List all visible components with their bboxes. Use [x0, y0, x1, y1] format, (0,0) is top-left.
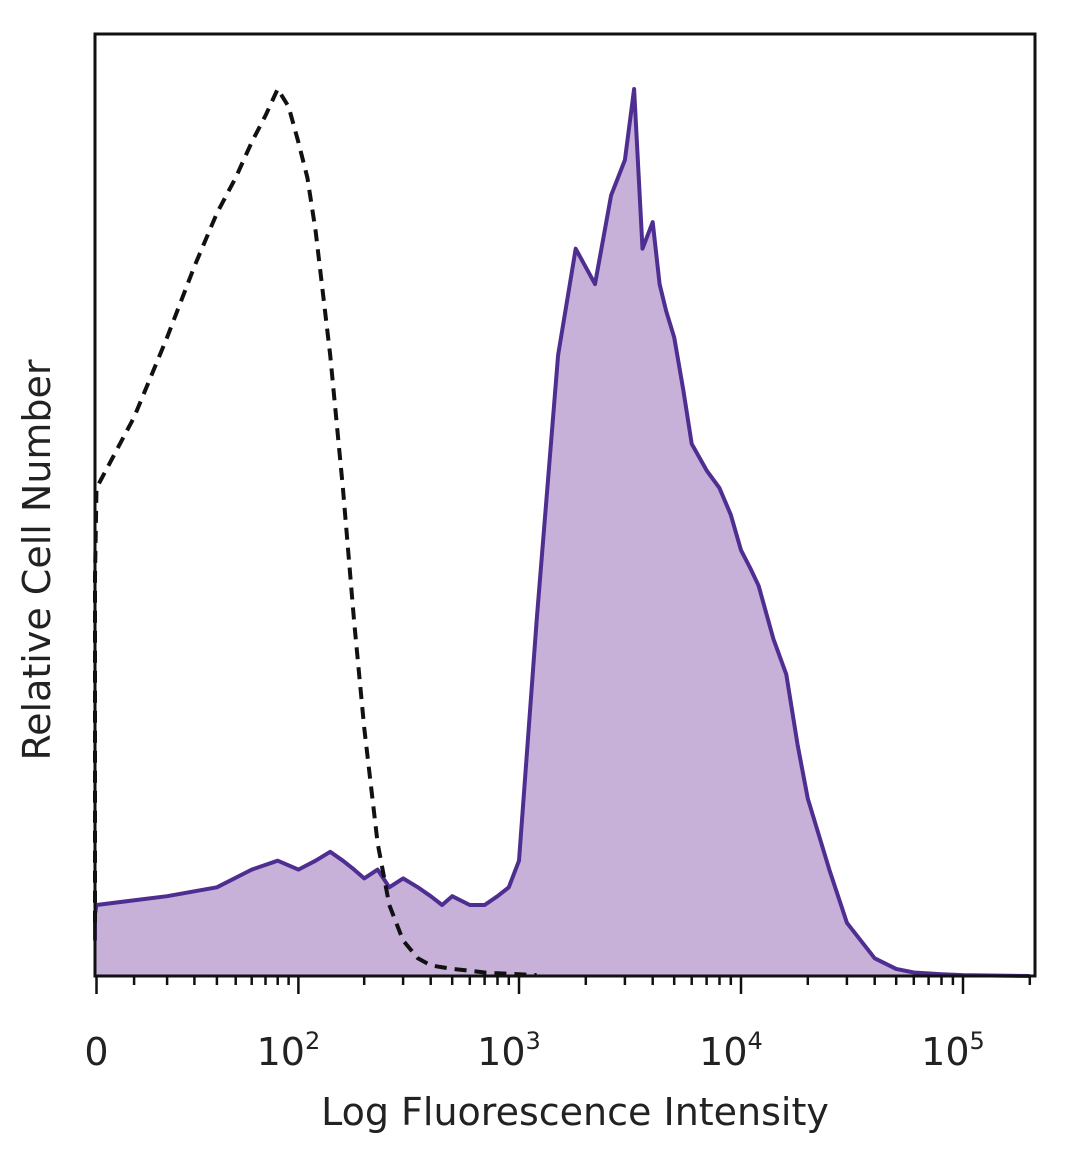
x-tick-label: 103 [477, 1027, 541, 1074]
x-tick-label: 104 [699, 1027, 763, 1074]
plot-frame [93, 32, 1037, 978]
histogram-fill-1 [95, 89, 1030, 976]
x-axis-ticks [95, 976, 1032, 994]
x-axis-title: Log Fluorescence Intensity [321, 1090, 829, 1134]
histogram-line-1 [93, 87, 1030, 978]
x-tick-label: 105 [921, 1027, 985, 1074]
x-tick-label: 0 [84, 1030, 108, 1074]
series-layer [93, 87, 1030, 978]
histogram-dashed-line-0 [93, 87, 537, 978]
y-axis-title: Relative Cell Number [15, 359, 59, 760]
x-tick-label: 102 [257, 1027, 321, 1074]
x-axis-tick-labels: 0 102 103 104 105 [84, 1027, 984, 1074]
